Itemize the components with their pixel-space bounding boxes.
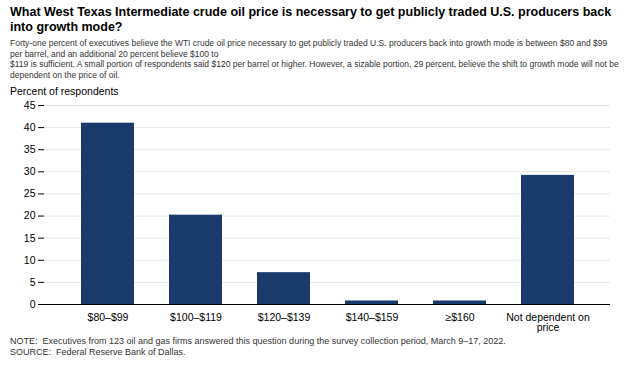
svg-text:5: 5 <box>30 275 36 287</box>
svg-text:$100–$119: $100–$119 <box>170 310 222 322</box>
svg-text:20: 20 <box>24 209 36 221</box>
html-text:NOTE: Executives from 123 oil: NOTE: Executives from 123 oil and gas fi… <box>10 335 506 346</box>
svg-text:10: 10 <box>24 253 36 265</box>
svg-text:35: 35 <box>24 143 36 155</box>
html-text:$119 is sufficient. A small po: $119 is sufficient. A small portion of r… <box>10 59 622 80</box>
svg-text:$140–$159: $140–$159 <box>346 310 399 322</box>
html-text:Percent of respondents: Percent of respondents <box>10 84 119 97</box>
html-text:SOURCE: Federal Reserve Bank o: SOURCE: Federal Reserve Bank of Dallas. <box>10 346 186 357</box>
svg-text:25: 25 <box>24 187 36 199</box>
svg-text:$80–$99: $80–$99 <box>88 310 129 322</box>
svg-text:45: 45 <box>24 98 36 110</box>
html-text:What West Texas Intermediate c: What West Texas Intermediate crude oil p… <box>10 5 612 34</box>
svg-text:30: 30 <box>24 165 36 177</box>
svg-text:0: 0 <box>30 297 36 309</box>
svg-text:$120–$139: $120–$139 <box>258 310 311 322</box>
html-text:Forty-one percent of executive: Forty-one percent of executives believe … <box>10 38 610 59</box>
svg-text:15: 15 <box>24 231 36 243</box>
svg-text:40: 40 <box>24 120 36 132</box>
svg-text:≥$160: ≥$160 <box>445 310 474 322</box>
svg-text:Not dependent onprice: Not dependent onprice <box>506 310 590 333</box>
